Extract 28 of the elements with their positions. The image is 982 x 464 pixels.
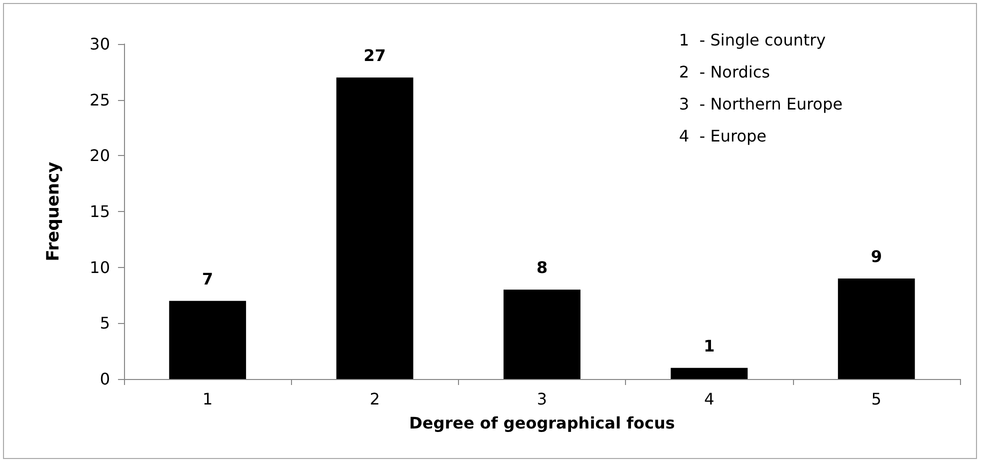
annotation: 2 - Nordics [679, 62, 770, 82]
bar [838, 278, 915, 379]
annotation: 3 - Northern Europe [679, 94, 843, 114]
y-tick-label: 20 [90, 146, 110, 166]
bar [670, 368, 748, 379]
data-label: 7 [202, 269, 214, 288]
y-tick-label: 15 [90, 202, 110, 221]
x-tick-label: 1 [202, 390, 213, 408]
annotation: 1 - Single country [679, 30, 826, 50]
data-label: 8 [536, 258, 548, 278]
x-tick-label: 5 [871, 390, 882, 408]
y-axis-title: Frequency [44, 162, 64, 262]
data-label: 9 [870, 247, 882, 266]
x-tick-label: 3 [536, 390, 548, 408]
y-tick-label: 25 [90, 90, 110, 110]
x-tick-label: 2 [370, 390, 380, 408]
bar [169, 300, 246, 379]
bar [336, 78, 414, 379]
data-label: 1 [704, 336, 715, 356]
y-tick-label: 0 [100, 370, 110, 388]
x-tick-label: 4 [704, 390, 714, 408]
bar [504, 290, 580, 379]
x-axis-title: Degree of geographical focus [409, 414, 675, 432]
y-tick-label: 5 [100, 314, 110, 333]
y-tick-label: 30 [90, 34, 110, 54]
y-tick-label: 10 [90, 258, 110, 277]
annotation: 4 - Europe [679, 126, 766, 146]
data-label: 27 [364, 46, 386, 65]
